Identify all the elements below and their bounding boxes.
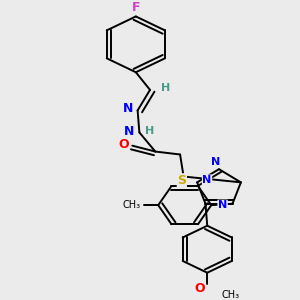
Text: N: N	[124, 125, 135, 138]
Text: N: N	[218, 200, 227, 210]
Text: N: N	[122, 103, 133, 116]
Text: O: O	[118, 138, 129, 151]
Text: CH₃: CH₃	[123, 200, 141, 210]
Text: F: F	[132, 1, 140, 14]
Text: S: S	[177, 174, 186, 187]
Text: H: H	[161, 82, 170, 92]
Text: O: O	[195, 282, 206, 296]
Text: CH₃: CH₃	[221, 290, 239, 300]
Text: N: N	[211, 157, 220, 167]
Text: H: H	[146, 126, 154, 136]
Text: N: N	[202, 175, 212, 185]
